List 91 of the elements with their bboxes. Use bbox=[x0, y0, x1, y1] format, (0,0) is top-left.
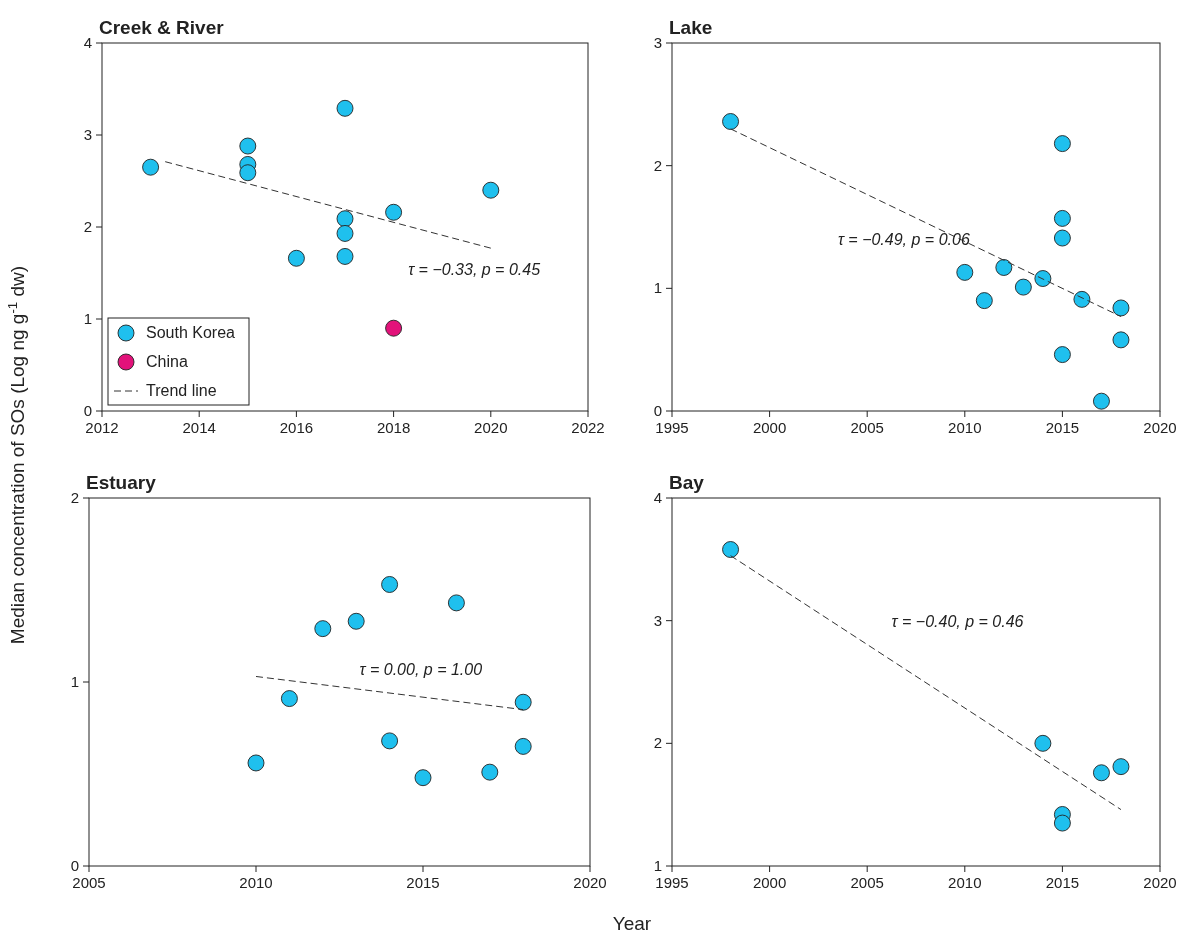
y-tick-label: 4 bbox=[653, 489, 662, 506]
x-tick-label: 1995 bbox=[655, 874, 689, 891]
point bbox=[956, 263, 974, 281]
x-tick-label: 2020 bbox=[1143, 874, 1177, 891]
annotation: τ = 0.00, p = 1.00 bbox=[359, 660, 483, 678]
point bbox=[1053, 135, 1071, 153]
y-tick-label: 3 bbox=[83, 126, 92, 143]
point bbox=[1092, 764, 1110, 782]
point bbox=[142, 158, 160, 176]
y-tick-label: 2 bbox=[83, 218, 92, 235]
point bbox=[280, 690, 298, 708]
point bbox=[1112, 758, 1130, 776]
x-tick-label: 2005 bbox=[850, 419, 884, 436]
y-tick-label: 3 bbox=[653, 34, 662, 51]
point bbox=[482, 181, 500, 199]
y-tick-label: 1 bbox=[653, 279, 662, 297]
y-tick-label: 0 bbox=[653, 402, 662, 419]
x-axis-title: Year bbox=[612, 913, 652, 934]
point bbox=[1034, 734, 1052, 752]
point bbox=[514, 737, 532, 755]
chart-title: Lake bbox=[669, 17, 713, 38]
x-tick-label: 2005 bbox=[72, 874, 106, 891]
point bbox=[385, 319, 403, 337]
y-tick-label: 3 bbox=[653, 611, 662, 629]
x-tick-label: 2020 bbox=[474, 419, 508, 436]
x-tick-label: 2000 bbox=[752, 419, 787, 436]
point bbox=[381, 576, 399, 593]
y-tick-label: 1 bbox=[83, 310, 92, 327]
y-tick-label: 2 bbox=[653, 734, 662, 752]
point bbox=[1053, 209, 1071, 227]
x-tick-label: 2000 bbox=[752, 874, 787, 891]
annotation: τ = −0.49, p = 0.06 bbox=[837, 231, 970, 249]
point bbox=[481, 763, 499, 781]
x-tick-label: 2014 bbox=[182, 419, 216, 436]
point bbox=[385, 203, 403, 221]
y-tick-label: 1 bbox=[70, 673, 79, 690]
legend-label: Trend line bbox=[146, 382, 217, 399]
y-tick-label: 2 bbox=[653, 156, 662, 174]
point bbox=[995, 259, 1013, 276]
x-tick-label: 2015 bbox=[406, 874, 440, 891]
x-tick-label: 2020 bbox=[573, 874, 607, 891]
x-tick-label: 2010 bbox=[948, 874, 982, 891]
point bbox=[314, 620, 332, 638]
point bbox=[336, 210, 354, 228]
point bbox=[1034, 270, 1052, 287]
y-tick-label: 4 bbox=[83, 34, 92, 51]
point bbox=[1053, 814, 1071, 832]
x-tick-label: 2015 bbox=[1045, 874, 1080, 891]
point bbox=[414, 769, 432, 787]
point bbox=[336, 247, 354, 265]
point bbox=[247, 754, 265, 772]
annotation: τ = −0.33, p = 0.45 bbox=[408, 260, 541, 278]
chart-title: Creek & River bbox=[99, 17, 225, 38]
point bbox=[975, 292, 993, 310]
point bbox=[514, 693, 532, 711]
y-tick-label: 0 bbox=[70, 857, 79, 874]
x-tick-label: 2015 bbox=[1045, 419, 1080, 436]
legend-label: China bbox=[146, 353, 188, 370]
point bbox=[239, 164, 257, 182]
point bbox=[381, 732, 399, 750]
point bbox=[1092, 392, 1110, 410]
x-tick-label: 2018 bbox=[376, 419, 411, 436]
x-tick-label: 1995 bbox=[655, 419, 689, 436]
x-tick-label: 2022 bbox=[571, 419, 605, 436]
point bbox=[1112, 331, 1130, 349]
point bbox=[1014, 278, 1032, 296]
point bbox=[447, 594, 465, 612]
point bbox=[336, 224, 354, 242]
y-tick-label: 2 bbox=[70, 489, 79, 506]
legend-label: South Korea bbox=[146, 324, 236, 341]
chart-title: Bay bbox=[669, 472, 705, 493]
point bbox=[722, 541, 740, 558]
x-tick-label: 2012 bbox=[85, 419, 119, 436]
point bbox=[1053, 229, 1071, 247]
x-tick-label: 2016 bbox=[279, 419, 314, 436]
point bbox=[336, 99, 354, 117]
y-tick-label: 0 bbox=[83, 402, 92, 419]
point bbox=[1053, 346, 1071, 364]
x-tick-label: 2010 bbox=[948, 419, 982, 436]
x-tick-label: 2005 bbox=[850, 874, 884, 891]
point bbox=[239, 137, 257, 155]
point bbox=[1112, 299, 1130, 317]
y-tick-label: 1 bbox=[653, 857, 662, 874]
point bbox=[1073, 290, 1091, 308]
x-tick-label: 2020 bbox=[1143, 419, 1177, 436]
annotation: τ = −0.40, p = 0.46 bbox=[891, 612, 1024, 630]
point bbox=[347, 612, 365, 630]
chart-title: Estuary bbox=[86, 472, 157, 493]
x-tick-label: 2010 bbox=[239, 874, 273, 891]
point bbox=[287, 249, 305, 267]
point bbox=[722, 113, 740, 130]
